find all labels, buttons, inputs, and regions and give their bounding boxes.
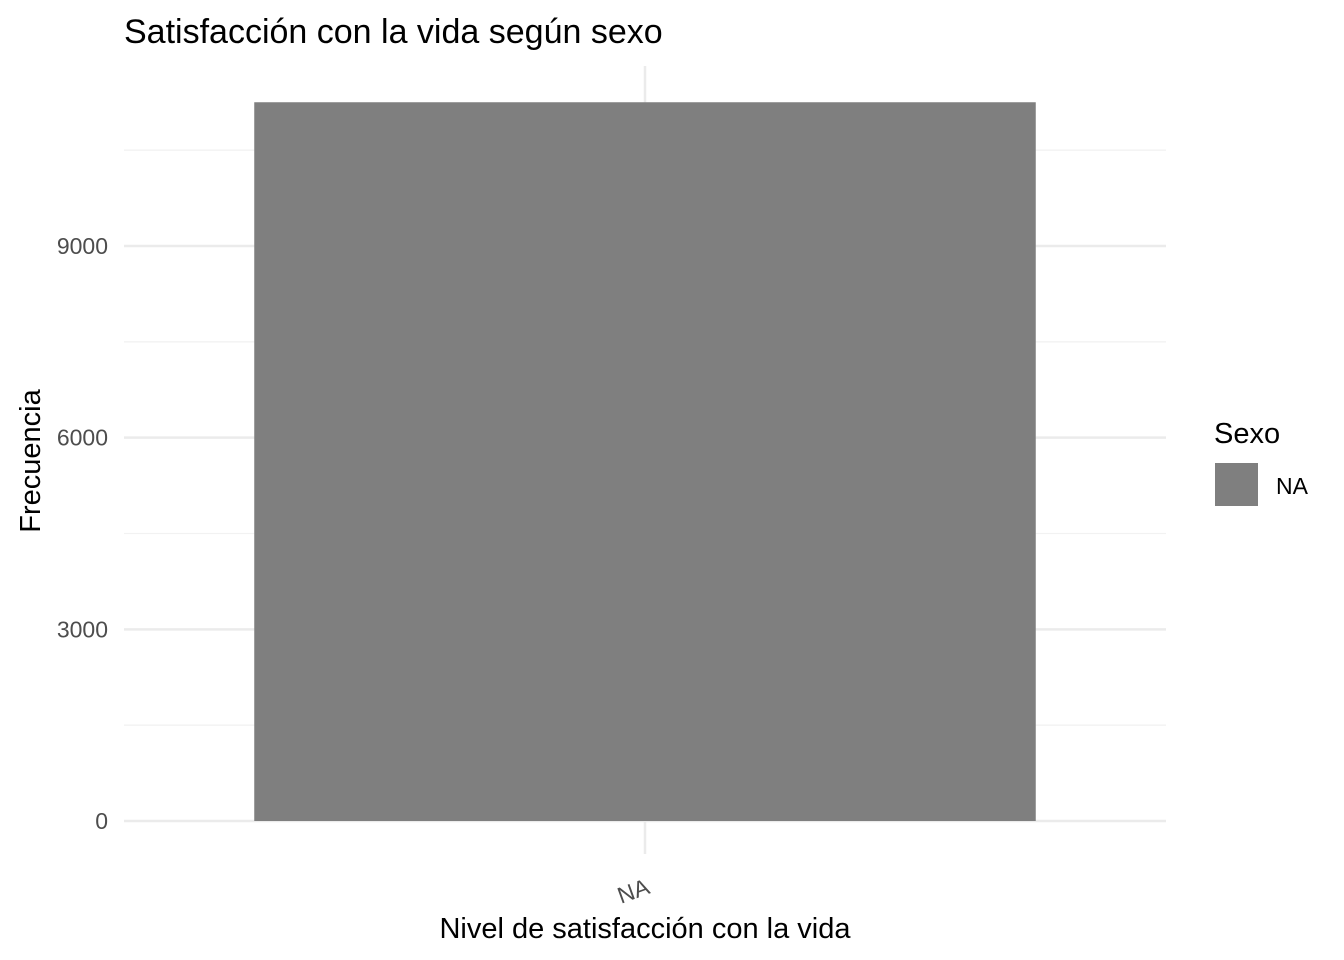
y-tick-label: 0 <box>95 808 108 834</box>
y-axis-ticks: 0 3000 6000 9000 <box>57 233 108 834</box>
y-axis-title: Frecuencia <box>15 388 47 532</box>
legend-title: Sexo <box>1214 418 1280 450</box>
x-tick-label: NA <box>614 873 654 909</box>
legend: Sexo NA <box>1214 418 1309 506</box>
plot-bars <box>254 102 1036 821</box>
bar-na <box>254 102 1036 821</box>
chart-title: Satisfacción con la vida según sexo <box>124 13 663 51</box>
y-tick-label: 6000 <box>57 425 108 451</box>
x-axis-title: Nivel de satisfacción con la vida <box>439 913 851 945</box>
x-axis-ticks: NA <box>614 873 654 909</box>
y-tick-label: 3000 <box>57 616 108 642</box>
y-tick-label: 9000 <box>57 233 108 259</box>
legend-key-na <box>1215 463 1258 506</box>
legend-label-na: NA <box>1276 473 1309 499</box>
